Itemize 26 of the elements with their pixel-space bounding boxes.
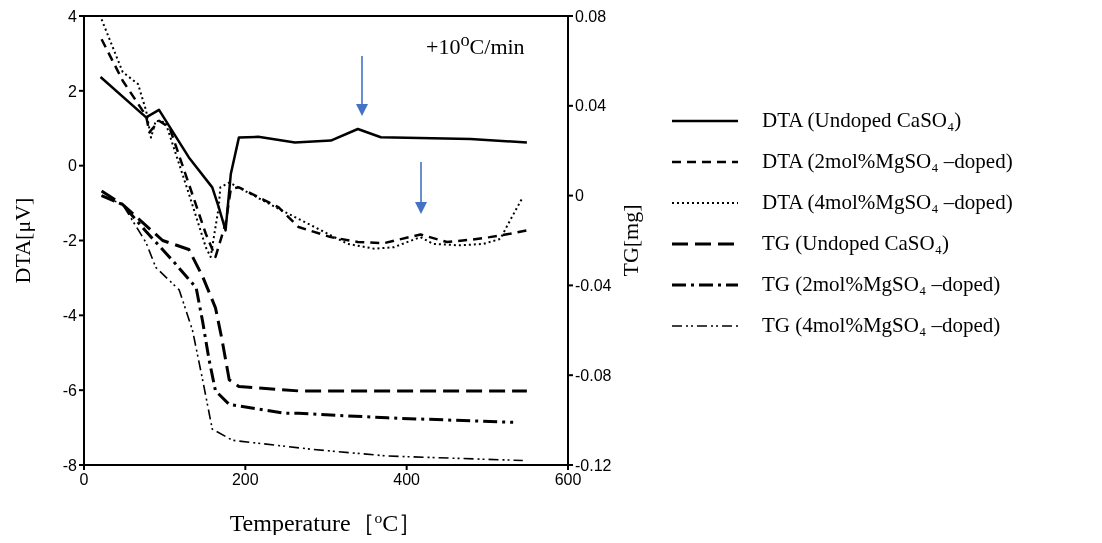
- y2-tick-label: 0.08: [575, 7, 607, 25]
- legend-label: TG (4mol%MgSO₄ –doped): [762, 313, 1001, 338]
- y2-tick-label: -0.04: [575, 277, 612, 295]
- legend-label: TG (2mol%MgSO₄ –doped): [762, 272, 1001, 297]
- legend-label: DTA (4mol%MgSO₄ –doped): [762, 190, 1013, 215]
- legend-label: DTA (Undoped CaSO₄): [762, 108, 962, 133]
- y-tick-label: 2: [68, 82, 78, 100]
- legend-label: DTA (2mol%MgSO₄ –doped): [762, 149, 1013, 174]
- x-tick-label: 200: [231, 471, 259, 489]
- legend-label: TG (Undoped CaSO₄): [762, 231, 949, 256]
- y2-tick-label: -0.08: [575, 366, 612, 384]
- y2-axis-title: TG[mg]: [618, 204, 643, 277]
- y-tick-label: 4: [68, 7, 78, 25]
- y-axis-title: DTA[μV]: [10, 197, 35, 284]
- y-tick-label: -6: [62, 381, 78, 399]
- y2-tick-label: 0: [575, 187, 584, 205]
- x-tick-label: 0: [79, 471, 89, 489]
- y2-tick-label: 0.04: [575, 97, 607, 115]
- y-tick-label: -8: [62, 456, 78, 474]
- annotation: +10$^{o}$C/min: [426, 30, 525, 61]
- y-tick-label: -2: [62, 232, 78, 250]
- y-tick-label: 0: [68, 157, 78, 175]
- x-tick-label: 400: [393, 471, 421, 489]
- y2-tick-label: -0.12: [575, 456, 612, 474]
- y-tick-label: -4: [62, 307, 78, 325]
- x-tick-label: 600: [554, 471, 582, 489]
